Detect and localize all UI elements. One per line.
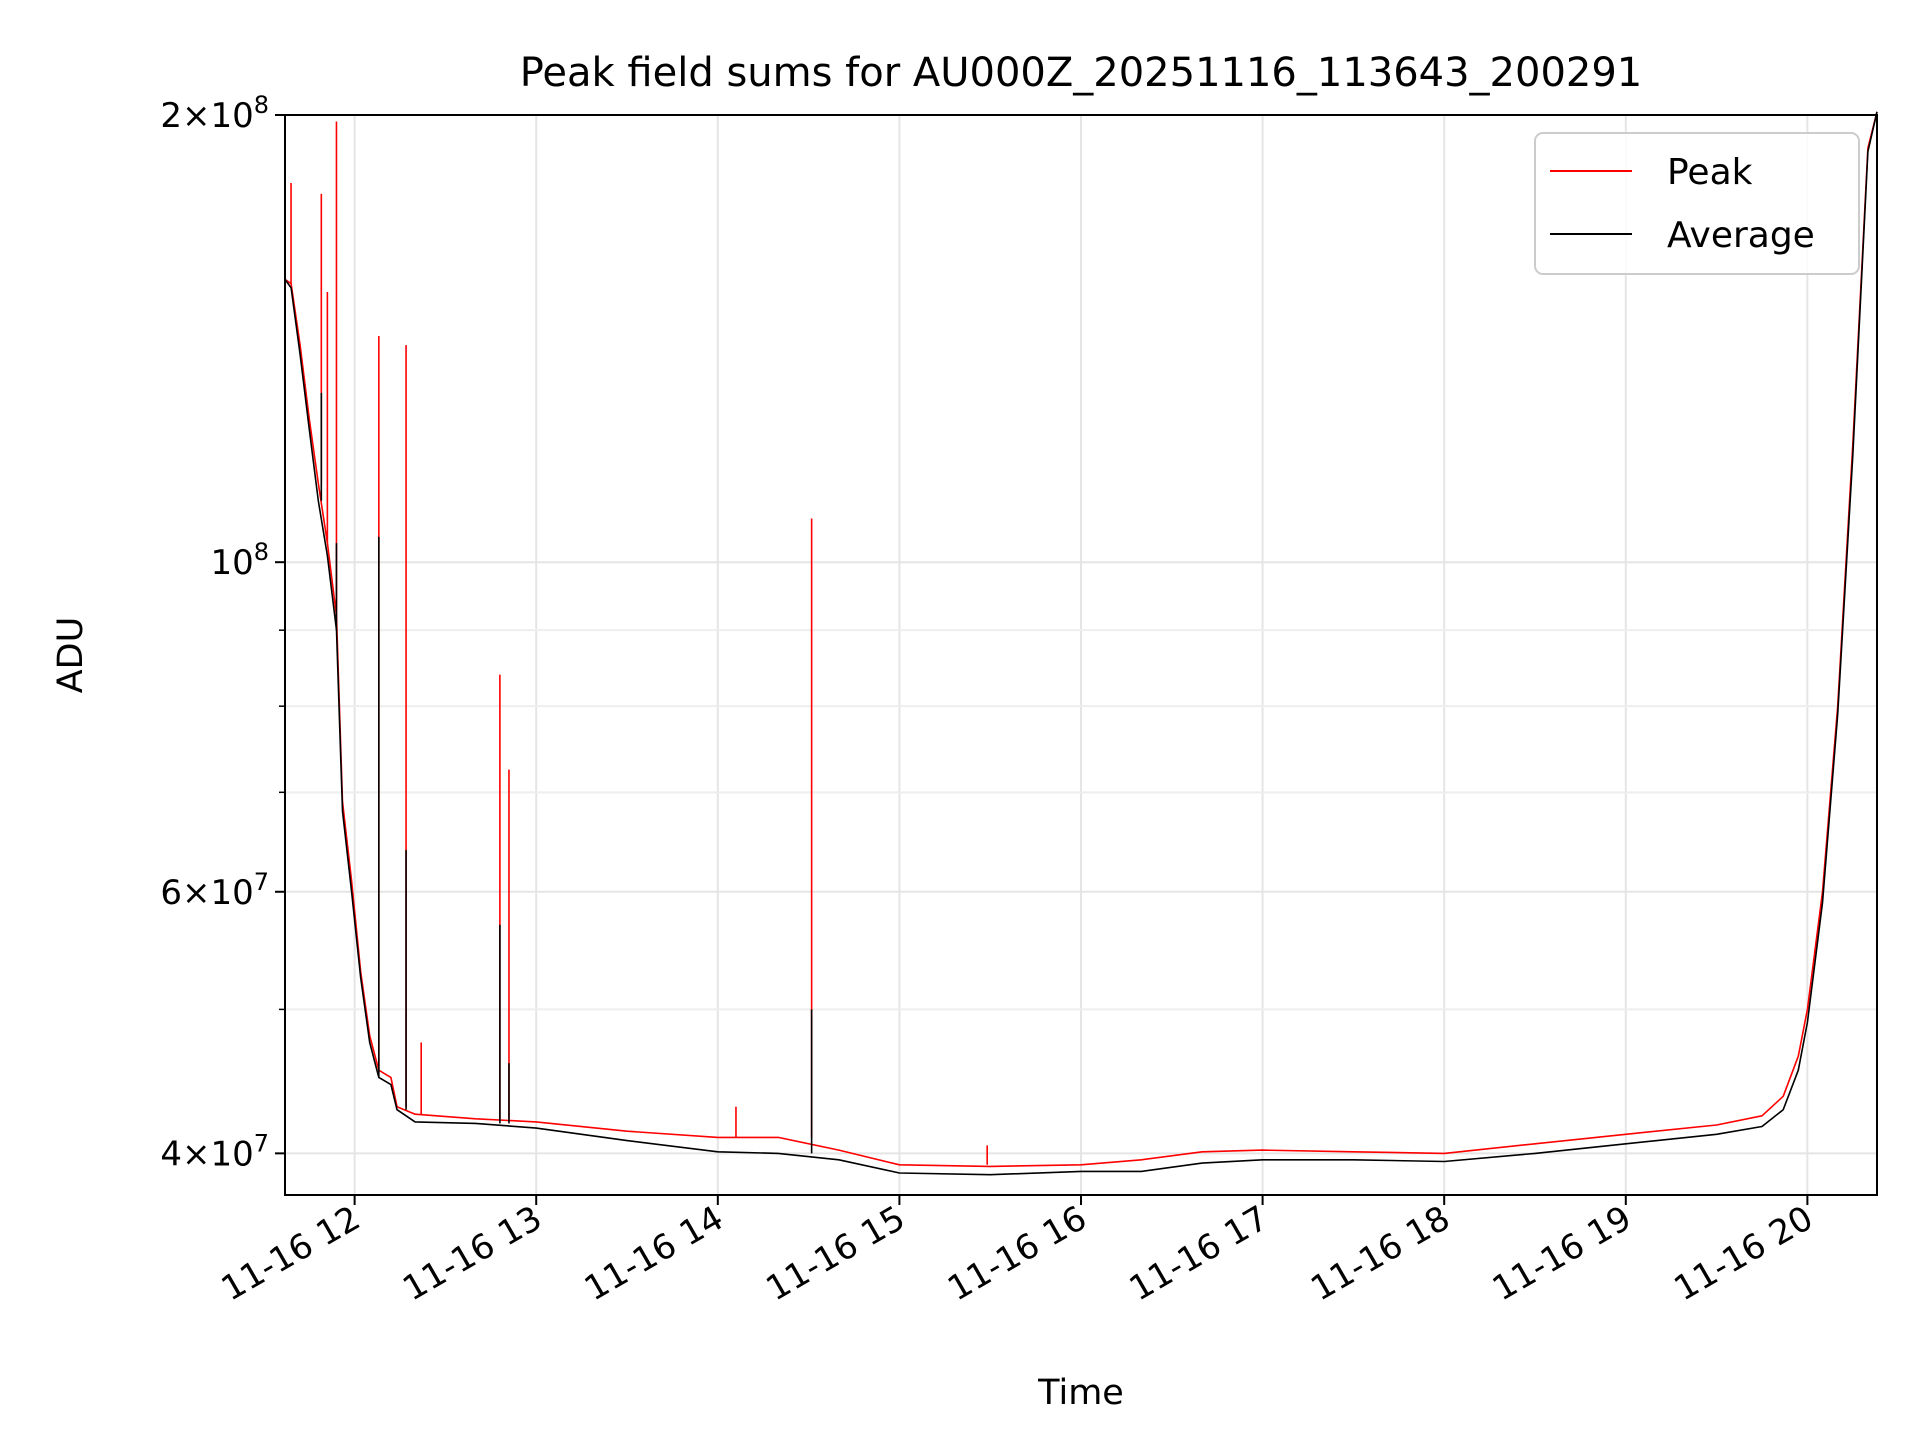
x-tick-label: 11-16 16 <box>941 1198 1093 1309</box>
series-layer <box>284 111 1878 1176</box>
legend-label-peak: Peak <box>1667 152 1753 193</box>
x-tick-label: 11-16 20 <box>1667 1198 1819 1309</box>
legend: Peak Average <box>1534 132 1860 275</box>
y-tick-label: 6×107 <box>160 868 269 913</box>
chart-title: Peak field sums for AU000Z_20251116_1136… <box>520 50 1643 96</box>
legend-label-average: Average <box>1667 215 1815 256</box>
x-tick-label: 11-16 12 <box>215 1198 367 1309</box>
series-line-average <box>284 111 1878 1176</box>
x-tick-label: 11-16 14 <box>578 1198 730 1309</box>
y-axis-ticks: 4×107 6×107 108 2×108 <box>160 91 285 1174</box>
x-axis-label: Time <box>1037 1373 1124 1413</box>
grid <box>285 114 1877 1195</box>
y-axis-label: ADU <box>51 617 91 694</box>
x-tick-label: 11-16 15 <box>760 1198 912 1309</box>
y-tick-label: 108 <box>210 538 269 583</box>
x-tick-label: 11-16 18 <box>1304 1198 1456 1309</box>
x-tick-label: 11-16 17 <box>1123 1198 1275 1309</box>
legend-box <box>1534 132 1860 275</box>
y-tick-label: 4×107 <box>160 1129 269 1174</box>
y-tick-label: 2×108 <box>160 91 269 136</box>
x-tick-label: 11-16 13 <box>396 1198 548 1309</box>
x-tick-label: 11-16 19 <box>1486 1198 1638 1309</box>
x-axis-ticks: 11-16 12 11-16 13 11-16 14 11-16 15 11-16 16… <box>215 1195 1820 1309</box>
